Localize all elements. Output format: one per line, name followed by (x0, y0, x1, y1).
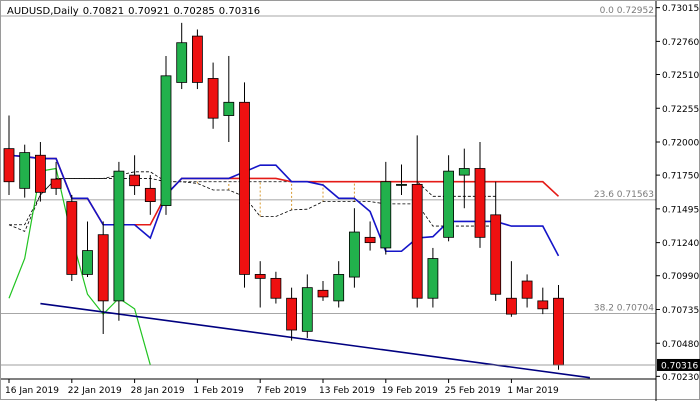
price-tick-label: 0.72255 (662, 105, 699, 115)
fib-level-label: 23.6 0.71563 (594, 190, 654, 200)
bull-candle[interactable] (82, 250, 93, 275)
high-value: 0.70921 (128, 6, 170, 17)
bear-candle[interactable] (505, 297, 517, 315)
symbol-header: AUDUSD,Daily 0.70821 0.70921 0.70285 0.70316 (7, 6, 264, 17)
date-tick-label: 25 Feb 2019 (445, 386, 501, 396)
open-value: 0.70821 (82, 6, 125, 17)
symbol-label: AUDUSD,Daily (7, 6, 79, 17)
bull-candle[interactable] (176, 42, 188, 83)
bear-candle[interactable] (207, 78, 219, 119)
price-tick-label: 0.71240 (662, 239, 699, 249)
bull-candle[interactable] (348, 231, 360, 278)
support-trendline (40, 302, 591, 379)
fib-level-label: 0.0 0.72952 (600, 6, 654, 16)
bull-candle[interactable] (223, 101, 235, 116)
bull-candle[interactable] (427, 258, 439, 299)
price-tick-label: 0.70990 (662, 272, 699, 282)
candles[interactable] (3, 22, 564, 370)
bull-candle[interactable] (443, 170, 455, 238)
fib-level-label: 38.2 0.70704 (594, 304, 654, 314)
bear-candle[interactable] (286, 297, 298, 331)
date-tick-label: 19 Feb 2019 (382, 386, 438, 396)
date-tick-label: 22 Jan 2019 (68, 386, 122, 396)
tenkan-sen-line (8, 154, 560, 257)
bear-candle[interactable] (364, 236, 376, 244)
price-tick-label: 0.72000 (662, 139, 699, 149)
senkou-span-a-line (8, 171, 496, 232)
chikou-span-line (8, 167, 151, 366)
time-axis[interactable]: 16 Jan 2019 22 Jan 2019 28 Jan 2019 1 Feb 2… (1, 378, 656, 396)
bear-candle[interactable] (474, 168, 486, 238)
bull-candle[interactable] (396, 183, 407, 186)
bear-candle[interactable] (537, 300, 549, 310)
date-tick-label: 1 Mar 2019 (507, 386, 559, 396)
bull-candle[interactable] (333, 274, 345, 302)
close-value: 0.70316 (218, 6, 261, 17)
bull-candle[interactable] (160, 75, 172, 206)
date-tick-label: 7 Feb 2019 (256, 386, 307, 396)
price-tick-label: 0.72510 (662, 71, 699, 81)
bull-candle[interactable] (458, 168, 470, 176)
date-tick-label: 28 Jan 2019 (131, 386, 185, 396)
bull-candle[interactable] (380, 181, 392, 249)
bull-candle[interactable] (301, 287, 313, 332)
price-tick-label: 0.71495 (662, 205, 699, 215)
bear-candle[interactable] (66, 201, 78, 275)
date-tick-label: 16 Jan 2019 (5, 386, 59, 396)
senkou-span-b-line (9, 178, 496, 226)
bear-candle[interactable] (97, 234, 109, 302)
bear-candle[interactable] (553, 297, 564, 366)
bear-candle[interactable] (129, 174, 141, 187)
bear-candle[interactable] (3, 148, 15, 183)
bull-candle[interactable] (113, 170, 125, 302)
bear-candle[interactable] (35, 154, 46, 193)
bear-candle[interactable] (270, 277, 282, 299)
bear-candle[interactable] (191, 35, 203, 83)
indicator-lines (8, 154, 591, 379)
bear-candle[interactable] (317, 289, 329, 298)
bear-candle[interactable] (239, 101, 250, 275)
price-tick-label: 0.73015 (662, 4, 699, 14)
bull-candle[interactable] (19, 152, 31, 189)
price-tick-label: 0.70480 (662, 340, 699, 350)
date-tick-label: 13 Feb 2019 (319, 386, 375, 396)
price-tick-label: 0.72760 (662, 38, 699, 48)
low-value: 0.70285 (173, 6, 215, 17)
current-price-label: 0.70316 (661, 361, 698, 371)
current-price-marker (657, 358, 700, 371)
ichimoku-cloud (8, 171, 496, 232)
price-tick-label: 0.70230 (662, 373, 699, 383)
price-tick-label: 0.71750 (662, 172, 699, 182)
bear-candle[interactable] (490, 214, 502, 295)
bear-candle[interactable] (411, 183, 423, 299)
bear-candle[interactable] (254, 274, 266, 279)
bear-candle[interactable] (144, 187, 156, 202)
bear-candle[interactable] (50, 178, 62, 189)
bear-candle[interactable] (521, 280, 533, 299)
price-tick-label: 0.70735 (662, 306, 699, 316)
date-tick-label: 1 Feb 2019 (193, 386, 244, 396)
